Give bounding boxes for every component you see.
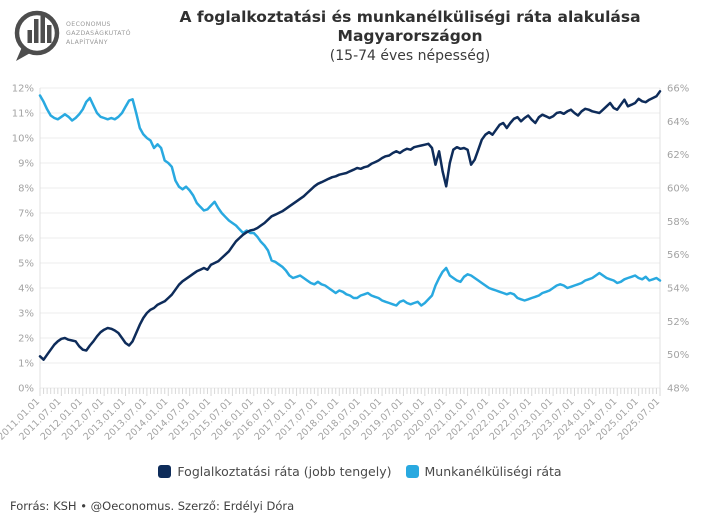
- title-block: A foglalkoztatási és munkanélküliségi rá…: [120, 8, 700, 65]
- svg-text:54%: 54%: [667, 284, 689, 295]
- svg-text:60%: 60%: [667, 184, 689, 195]
- logo-text-line1: OECONOMUS: [66, 21, 111, 28]
- legend-item-employment: Foglalkoztatási ráta (jobb tengely): [158, 463, 392, 479]
- svg-text:8%: 8%: [18, 184, 34, 195]
- employment-legend-swatch: [158, 464, 172, 478]
- svg-text:6%: 6%: [18, 234, 34, 245]
- svg-text:62%: 62%: [667, 150, 689, 161]
- svg-text:7%: 7%: [18, 209, 34, 220]
- logo-text-line2: GAZDASÁGKUTATÓ: [66, 28, 131, 37]
- svg-text:3%: 3%: [18, 309, 34, 320]
- svg-text:10%: 10%: [12, 134, 34, 145]
- header: OECONOMUS GAZDASÁGKUTATÓ ALAPÍTVÁNY A fo…: [0, 0, 720, 76]
- chart-title-line1: A foglalkoztatási és munkanélküliségi rá…: [179, 8, 641, 26]
- svg-text:2%: 2%: [18, 334, 34, 345]
- oeconomus-logo: OECONOMUS GAZDASÁGKUTATÓ ALAPÍTVÁNY: [14, 10, 131, 61]
- source-credit: Forrás: KSH • @Oeconomus. Szerző: Erdély…: [10, 499, 295, 513]
- unemployment-legend-swatch: [405, 464, 419, 478]
- svg-text:1%: 1%: [18, 359, 34, 370]
- svg-text:9%: 9%: [18, 159, 34, 170]
- svg-text:0%: 0%: [18, 384, 34, 395]
- svg-text:52%: 52%: [667, 317, 689, 328]
- chart-legend: Foglalkoztatási ráta (jobb tengely) Munk…: [0, 458, 720, 484]
- logo-bubble-icon: [14, 10, 60, 61]
- svg-text:5%: 5%: [18, 259, 34, 270]
- svg-text:12%: 12%: [12, 84, 34, 95]
- svg-text:64%: 64%: [667, 117, 689, 128]
- svg-text:50%: 50%: [667, 350, 689, 361]
- svg-text:56%: 56%: [667, 250, 689, 261]
- svg-text:4%: 4%: [18, 284, 34, 295]
- employment-legend-label: Foglalkoztatási ráta (jobb tengely): [177, 463, 392, 479]
- legend-item-unemployment: Munkanélküliségi ráta: [405, 463, 562, 479]
- svg-text:48%: 48%: [667, 384, 689, 395]
- chart-subtitle: (15-74 éves népesség): [329, 47, 491, 64]
- chart-title-line2: Magyarországon: [337, 27, 483, 46]
- svg-text:66%: 66%: [667, 84, 689, 95]
- line-chart: 0% 1% 2% 3% 4% 5% 6% 7% 8% 9% 10% 11% 12% 48% 50% 52% 54…: [0, 84, 689, 443]
- svg-text:58%: 58%: [667, 217, 689, 228]
- svg-text:11%: 11%: [12, 109, 34, 120]
- logo-text-line3: ALAPÍTVÁNY: [66, 37, 108, 46]
- unemployment-legend-label: Munkanélküliségi ráta: [424, 463, 562, 479]
